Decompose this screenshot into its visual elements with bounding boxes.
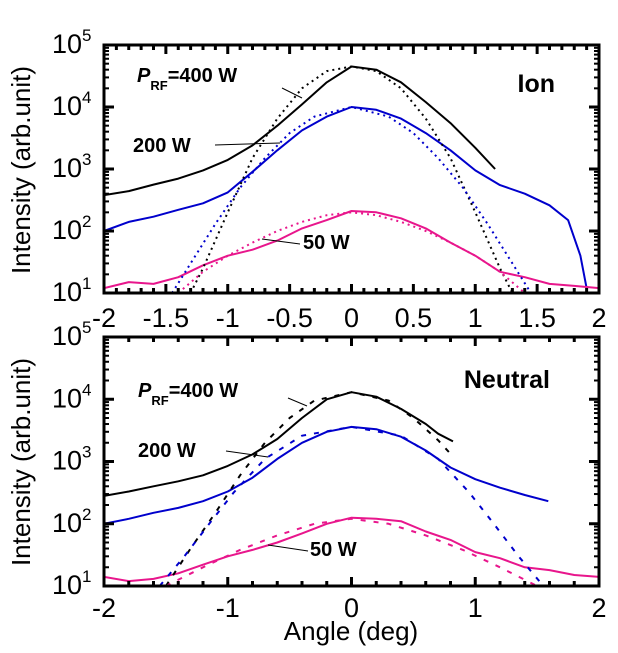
x-tick-label: 1 (468, 593, 483, 623)
series-200-w-fit (158, 425, 545, 586)
ion-panel: -2 -1.5 -1 -0.5 0 0.5 1 1.5 2 101 102 103 104 105 Ion P… (52, 26, 607, 333)
x-tick-label: 1.5 (518, 303, 556, 333)
x-tick-label: -2 (92, 303, 116, 333)
x-tick-label: -2 (92, 593, 116, 623)
series-50-w (104, 210, 599, 290)
annotation-label: PRF=400 W (137, 65, 237, 93)
y-axis-title-bottom: Intensity (arb.unit) (6, 358, 36, 566)
annotation-leader-line (225, 450, 269, 458)
series-group (104, 391, 599, 586)
annotation-label: PRF=400 W (138, 380, 238, 408)
x-tick-label: -1 (216, 303, 240, 333)
annotation-leader-line (214, 142, 281, 146)
y-tick-label: 101 (52, 567, 92, 600)
series-50-w-fit (165, 517, 538, 586)
annotation-label: 200 W (133, 135, 191, 157)
series-50-w-fit (177, 211, 526, 293)
y-tick-label: 101 (52, 274, 92, 307)
annotation-label: 50 W (310, 539, 357, 561)
annotation-leader-line (267, 544, 309, 552)
y-tick-label: 102 (52, 505, 92, 538)
x-axis-title: Angle (deg) (284, 616, 418, 646)
series-50-w (104, 516, 599, 583)
x-tick-label: -1 (216, 593, 240, 623)
annotation-leader-line (287, 397, 308, 407)
series-400-w-fit (189, 65, 514, 293)
series-200-w (104, 106, 588, 289)
x-tick-label: 2 (591, 593, 606, 623)
y-tick-label: 103 (52, 150, 92, 183)
x-tick-label: 0 (344, 303, 359, 333)
x-tick-label: 2 (591, 303, 606, 333)
x-tick-label: 1 (468, 303, 483, 333)
series-200-w-fit (171, 106, 532, 293)
y-tick-label: 103 (52, 443, 92, 476)
x-tick-label: 0.5 (395, 303, 433, 333)
x-tick-label: -0.5 (266, 303, 313, 333)
y-tick-label: 104 (52, 380, 92, 413)
annotation-label: 50 W (303, 232, 350, 254)
x-tick-label: -1.5 (143, 303, 190, 333)
panel-label: Neutral (464, 366, 550, 394)
panel-label: Ion (518, 70, 556, 98)
series-400-w (104, 391, 454, 497)
y-axis-title-top: Intensity (arb.unit) (6, 66, 36, 274)
annotation-leader-line (261, 238, 301, 245)
y-tick-label: 105 (52, 318, 92, 351)
y-tick-label: 105 (52, 26, 92, 59)
neutral-panel: -2 -1 0 1 2 101 102 103 104 105 Neutral PRF=400 W 20… (52, 318, 607, 623)
series-group (104, 65, 599, 293)
y-tick-label: 104 (52, 88, 92, 121)
y-tick-label: 102 (52, 212, 92, 245)
series-400-w (104, 65, 496, 197)
annotation-leader-line (281, 87, 303, 99)
series-400-w-fit (165, 391, 454, 586)
annotation-label: 200 W (138, 440, 196, 462)
x-tick-label: 0 (344, 593, 359, 623)
series-200-w (104, 425, 549, 525)
